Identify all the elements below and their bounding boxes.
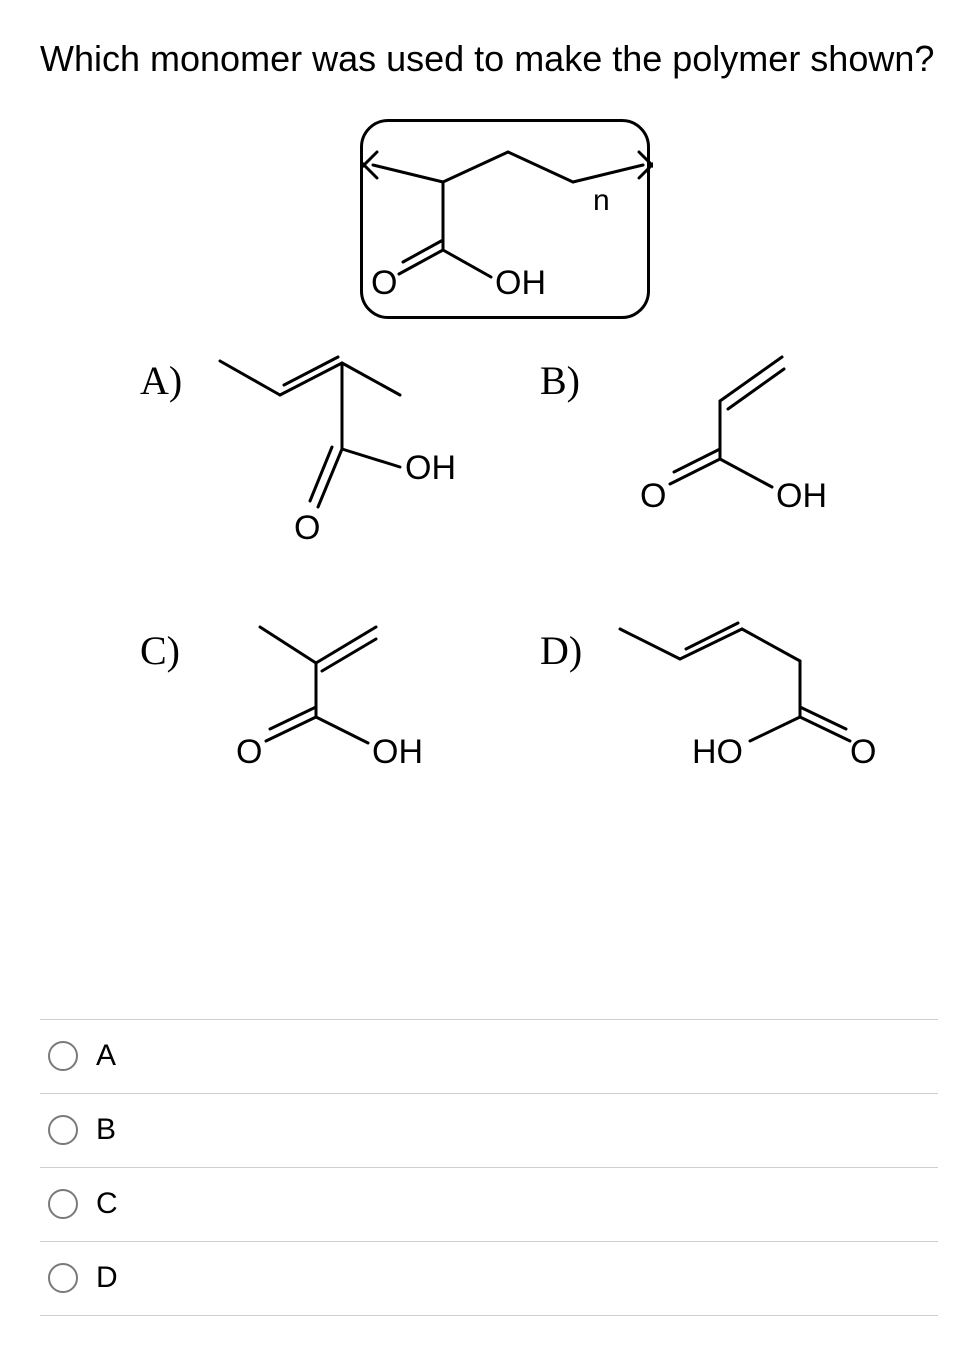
- structure-A: OH O: [200, 339, 480, 559]
- structure-C: O OH: [200, 609, 480, 779]
- choice-C-letter: C): [140, 627, 200, 674]
- answer-label: C: [96, 1187, 118, 1221]
- repeat-n: n: [593, 184, 610, 217]
- B-OH: OH: [776, 477, 827, 515]
- choice-A: A): [140, 339, 500, 559]
- atom-O: O: [371, 264, 397, 302]
- answer-option-A[interactable]: A: [40, 1020, 938, 1094]
- structure-B: O OH: [600, 339, 880, 539]
- radio-icon: [48, 1189, 78, 1219]
- radio-icon: [48, 1041, 78, 1071]
- answer-option-D[interactable]: D: [40, 1242, 938, 1316]
- radio-icon: [48, 1263, 78, 1293]
- choice-B: B) O OH: [540, 339, 900, 559]
- answer-label: A: [96, 1039, 116, 1073]
- choice-A-letter: A): [140, 357, 200, 404]
- B-O: O: [640, 477, 666, 515]
- structure-D: HO O: [600, 609, 900, 779]
- choice-row-2: C): [40, 609, 938, 779]
- question-text: Which monomer was used to make the polym…: [40, 35, 938, 84]
- A-O: O: [294, 509, 320, 547]
- C-OH: OH: [372, 733, 423, 771]
- D-HO: HO: [692, 733, 743, 771]
- polymer-box: O OH n: [360, 119, 650, 319]
- choice-row-1: A): [40, 339, 938, 559]
- polymer-structure: O OH n: [363, 122, 653, 322]
- atom-OH: OH: [495, 264, 546, 302]
- choice-B-letter: B): [540, 357, 600, 404]
- figure-area: O OH n A): [40, 119, 938, 779]
- answer-label: B: [96, 1113, 116, 1147]
- A-OH: OH: [405, 449, 456, 487]
- radio-icon: [48, 1115, 78, 1145]
- choice-C: C): [140, 609, 500, 779]
- answer-option-B[interactable]: B: [40, 1094, 938, 1168]
- answer-option-C[interactable]: C: [40, 1168, 938, 1242]
- choice-D-letter: D): [540, 627, 600, 674]
- choice-D: D): [540, 609, 900, 779]
- C-O: O: [236, 733, 262, 771]
- answer-list: A B C D: [40, 1019, 938, 1316]
- answer-label: D: [96, 1261, 118, 1295]
- D-O: O: [850, 733, 876, 771]
